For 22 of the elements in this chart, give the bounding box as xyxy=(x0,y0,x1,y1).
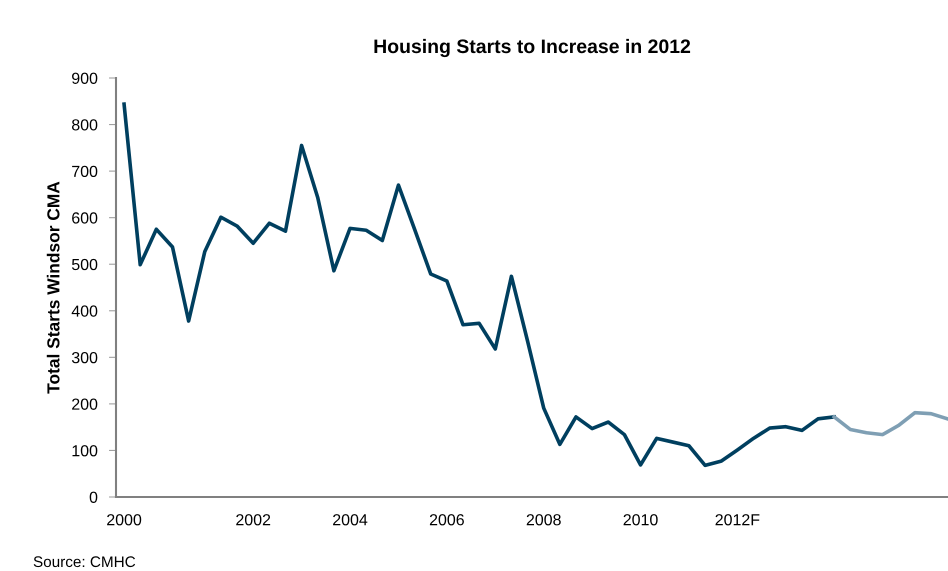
y-tick-label: 900 xyxy=(72,72,98,84)
y-tick-label: 800 xyxy=(72,119,98,130)
y-tick-label: 100 xyxy=(72,445,98,456)
x-tick-label: 2002 xyxy=(236,514,270,526)
x-tick-label: 2012F xyxy=(716,514,760,526)
y-tick-label: 700 xyxy=(72,166,98,178)
x-tick-label: 2004 xyxy=(333,514,368,526)
x-tick-label: 2000 xyxy=(107,514,142,526)
y-tick-label: 0 xyxy=(90,492,98,503)
line-series xyxy=(832,410,948,436)
y-tick-label: 200 xyxy=(72,398,98,410)
y-axis-title: Total Starts Windsor CMA xyxy=(46,182,60,394)
y-tick-label: 400 xyxy=(72,305,98,317)
chart-title: Housing Starts to Increase in 2012 xyxy=(374,38,690,58)
source-note: Source: CMHC xyxy=(34,556,136,568)
x-tick-label: 2006 xyxy=(430,514,464,526)
x-tick-label: 2008 xyxy=(526,514,561,526)
y-tick-label: 300 xyxy=(72,352,98,364)
x-tick-label: 2010 xyxy=(624,514,658,526)
y-tick-label: 500 xyxy=(72,258,98,270)
y-tick-label: 600 xyxy=(72,212,98,224)
line-series xyxy=(122,102,836,468)
